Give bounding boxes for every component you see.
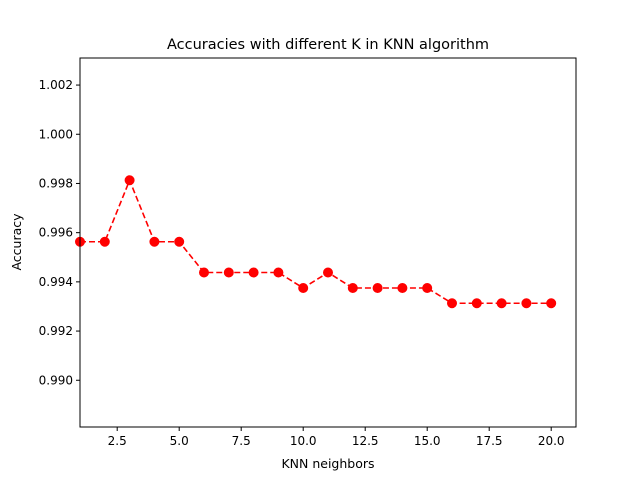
x-tick-label: 2.5 bbox=[108, 434, 127, 448]
series-layer bbox=[75, 175, 557, 309]
data-point bbox=[372, 283, 383, 294]
data-point bbox=[323, 267, 333, 278]
x-axis-label: KNN neighbors bbox=[281, 456, 374, 471]
data-point bbox=[248, 267, 259, 278]
y-axis-label: Accuracy bbox=[9, 213, 24, 271]
y-tick-label: 0.998 bbox=[39, 176, 73, 190]
data-point bbox=[99, 236, 110, 247]
y-tick-label: 1.000 bbox=[39, 127, 73, 141]
data-point bbox=[496, 298, 507, 309]
x-tick-label: 15.0 bbox=[414, 434, 441, 448]
y-tick-label: 0.996 bbox=[39, 226, 73, 240]
data-point bbox=[471, 298, 482, 309]
data-point bbox=[546, 298, 557, 309]
data-point bbox=[397, 283, 408, 294]
data-point bbox=[199, 267, 209, 278]
plot-frame bbox=[79, 57, 577, 428]
x-tick-label: 10.0 bbox=[290, 434, 317, 448]
data-point bbox=[298, 283, 309, 294]
y-tick-label: 1.002 bbox=[39, 78, 73, 92]
data-point bbox=[174, 236, 185, 247]
x-tick-label: 12.5 bbox=[352, 434, 379, 448]
chart-title: Accuracies with different K in KNN algor… bbox=[167, 37, 489, 53]
data-point bbox=[223, 267, 234, 278]
x-tick-label: 5.0 bbox=[170, 434, 189, 448]
y-tick-label: 0.994 bbox=[39, 275, 73, 289]
y-axis-ticks: 0.990 0.992 0.994 0.996 0.998 1.000 1.002 bbox=[39, 78, 80, 387]
data-point bbox=[273, 267, 284, 278]
data-point bbox=[124, 175, 135, 186]
data-point bbox=[447, 298, 457, 309]
x-axis-ticks: 2.5 5.0 7.5 10.0 12.5 15.0 17.5 20.0 bbox=[108, 427, 565, 448]
data-point bbox=[149, 236, 160, 247]
x-tick-label: 20.0 bbox=[538, 434, 565, 448]
data-point bbox=[347, 283, 358, 294]
x-tick-label: 7.5 bbox=[232, 434, 251, 448]
y-tick-label: 0.990 bbox=[39, 373, 73, 387]
y-tick-label: 0.992 bbox=[39, 324, 73, 338]
data-point bbox=[521, 298, 532, 309]
x-tick-label: 17.5 bbox=[476, 434, 503, 448]
data-point bbox=[422, 283, 433, 294]
